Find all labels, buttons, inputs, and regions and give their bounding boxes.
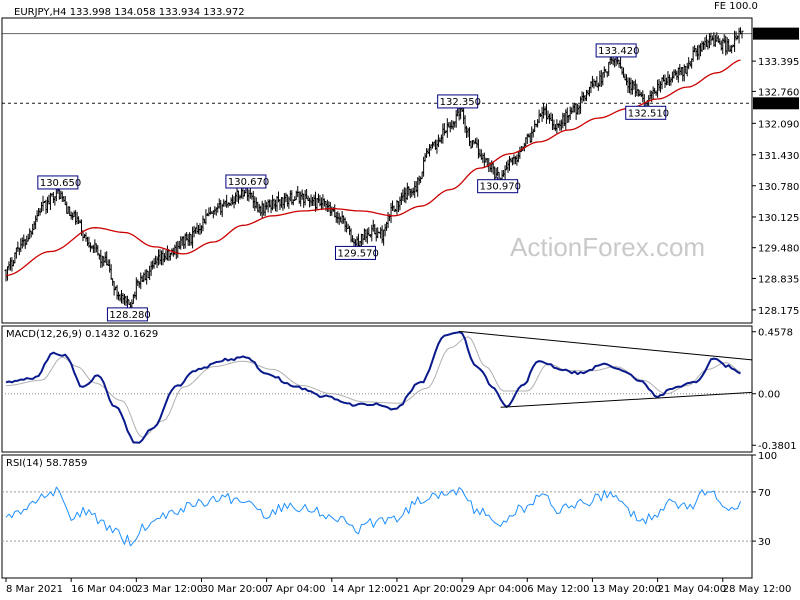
macd-signal-line — [5, 336, 741, 438]
rsi-line — [5, 486, 741, 547]
price-y-tick-label: 129.480 — [758, 244, 799, 255]
panel-border-rsi — [1, 454, 753, 579]
price-y-tick-label: 130.780 — [758, 182, 799, 193]
macd-y-tick-label: 0.4578 — [758, 328, 793, 339]
price-y-tick-label: 128.835 — [758, 274, 799, 285]
x-tick-label: 30 Mar 20:00 — [201, 584, 268, 595]
annotation-box — [595, 43, 637, 58]
macd-line — [5, 331, 741, 444]
x-tick-label: 14 Apr 12:00 — [332, 584, 397, 595]
price-y-tick-label: 132.090 — [758, 119, 799, 130]
moving-average-line — [5, 59, 741, 276]
annotation-box — [477, 179, 519, 194]
annotation-label: 133.420 — [598, 46, 639, 57]
annotation-box — [437, 94, 479, 109]
x-tick-label: 29 Apr 04:00 — [462, 584, 527, 595]
fe-label: FE 100.0 — [714, 1, 758, 12]
macd-title: MACD(12,26,9) 0.1432 0.1629 — [6, 329, 158, 340]
price-y-tick-label: 132.760 — [758, 87, 799, 98]
macd-y-tick-label: -0.3801 — [758, 441, 797, 452]
annotation-label: 128.280 — [109, 310, 150, 321]
rsi-y-tick-label: 30 — [758, 537, 771, 548]
annotation-box — [334, 245, 376, 260]
macd-trendline — [459, 330, 753, 361]
x-tick-label: 6 May 12:00 — [527, 584, 589, 595]
price-level-tag-text: 132.510 — [756, 99, 797, 110]
price-y-tick-label: 130.125 — [758, 213, 799, 224]
watermark: ActionForex.com — [510, 232, 705, 262]
rsi-title: RSI(14) 58.7859 — [6, 458, 87, 469]
annotation-label: 130.970 — [480, 182, 521, 193]
annotation-label: 132.350 — [440, 97, 481, 108]
x-tick-label: 23 Mar 12:00 — [136, 584, 203, 595]
x-tick-label: 28 May 12:00 — [723, 584, 792, 595]
annotation-box — [625, 105, 667, 120]
annotation-box — [225, 174, 267, 189]
price-level-tag — [753, 97, 799, 110]
price-bars — [4, 27, 744, 310]
macd-trendline — [500, 391, 753, 408]
x-tick-label: 21 Apr 20:00 — [397, 584, 462, 595]
annotation-label: 130.670 — [228, 177, 269, 188]
rsi-y-tick-label: 70 — [758, 488, 771, 499]
annotation-label: 129.570 — [337, 248, 378, 259]
annotation-box — [37, 175, 79, 190]
x-tick-label: 8 Mar 2021 — [6, 584, 63, 595]
rsi-y-tick-label: 100 — [758, 451, 777, 462]
price-y-tick-label: 128.175 — [758, 306, 799, 317]
macd-y-tick-label: 0.00 — [758, 390, 780, 401]
price-level-tag — [753, 27, 799, 40]
annotation-box — [106, 307, 148, 322]
x-tick-label: 21 May 04:00 — [658, 584, 727, 595]
x-tick-label: 13 May 20:00 — [592, 584, 661, 595]
price-y-tick-label: 131.430 — [758, 151, 799, 162]
symbol-info: EURJPY,H4 133.998 134.058 133.934 133.97… — [14, 7, 245, 18]
panel-border-macd — [1, 325, 753, 453]
annotation-label: 132.510 — [628, 108, 669, 119]
price-level-tag-text: 133.972 — [756, 30, 797, 41]
x-tick-label: 16 Mar 04:00 — [71, 584, 138, 595]
price-y-tick-label: 133.395 — [758, 57, 799, 68]
panel-border-price — [1, 17, 753, 324]
x-tick-label: 7 Apr 04:00 — [267, 584, 326, 595]
annotation-label: 130.650 — [40, 178, 81, 189]
